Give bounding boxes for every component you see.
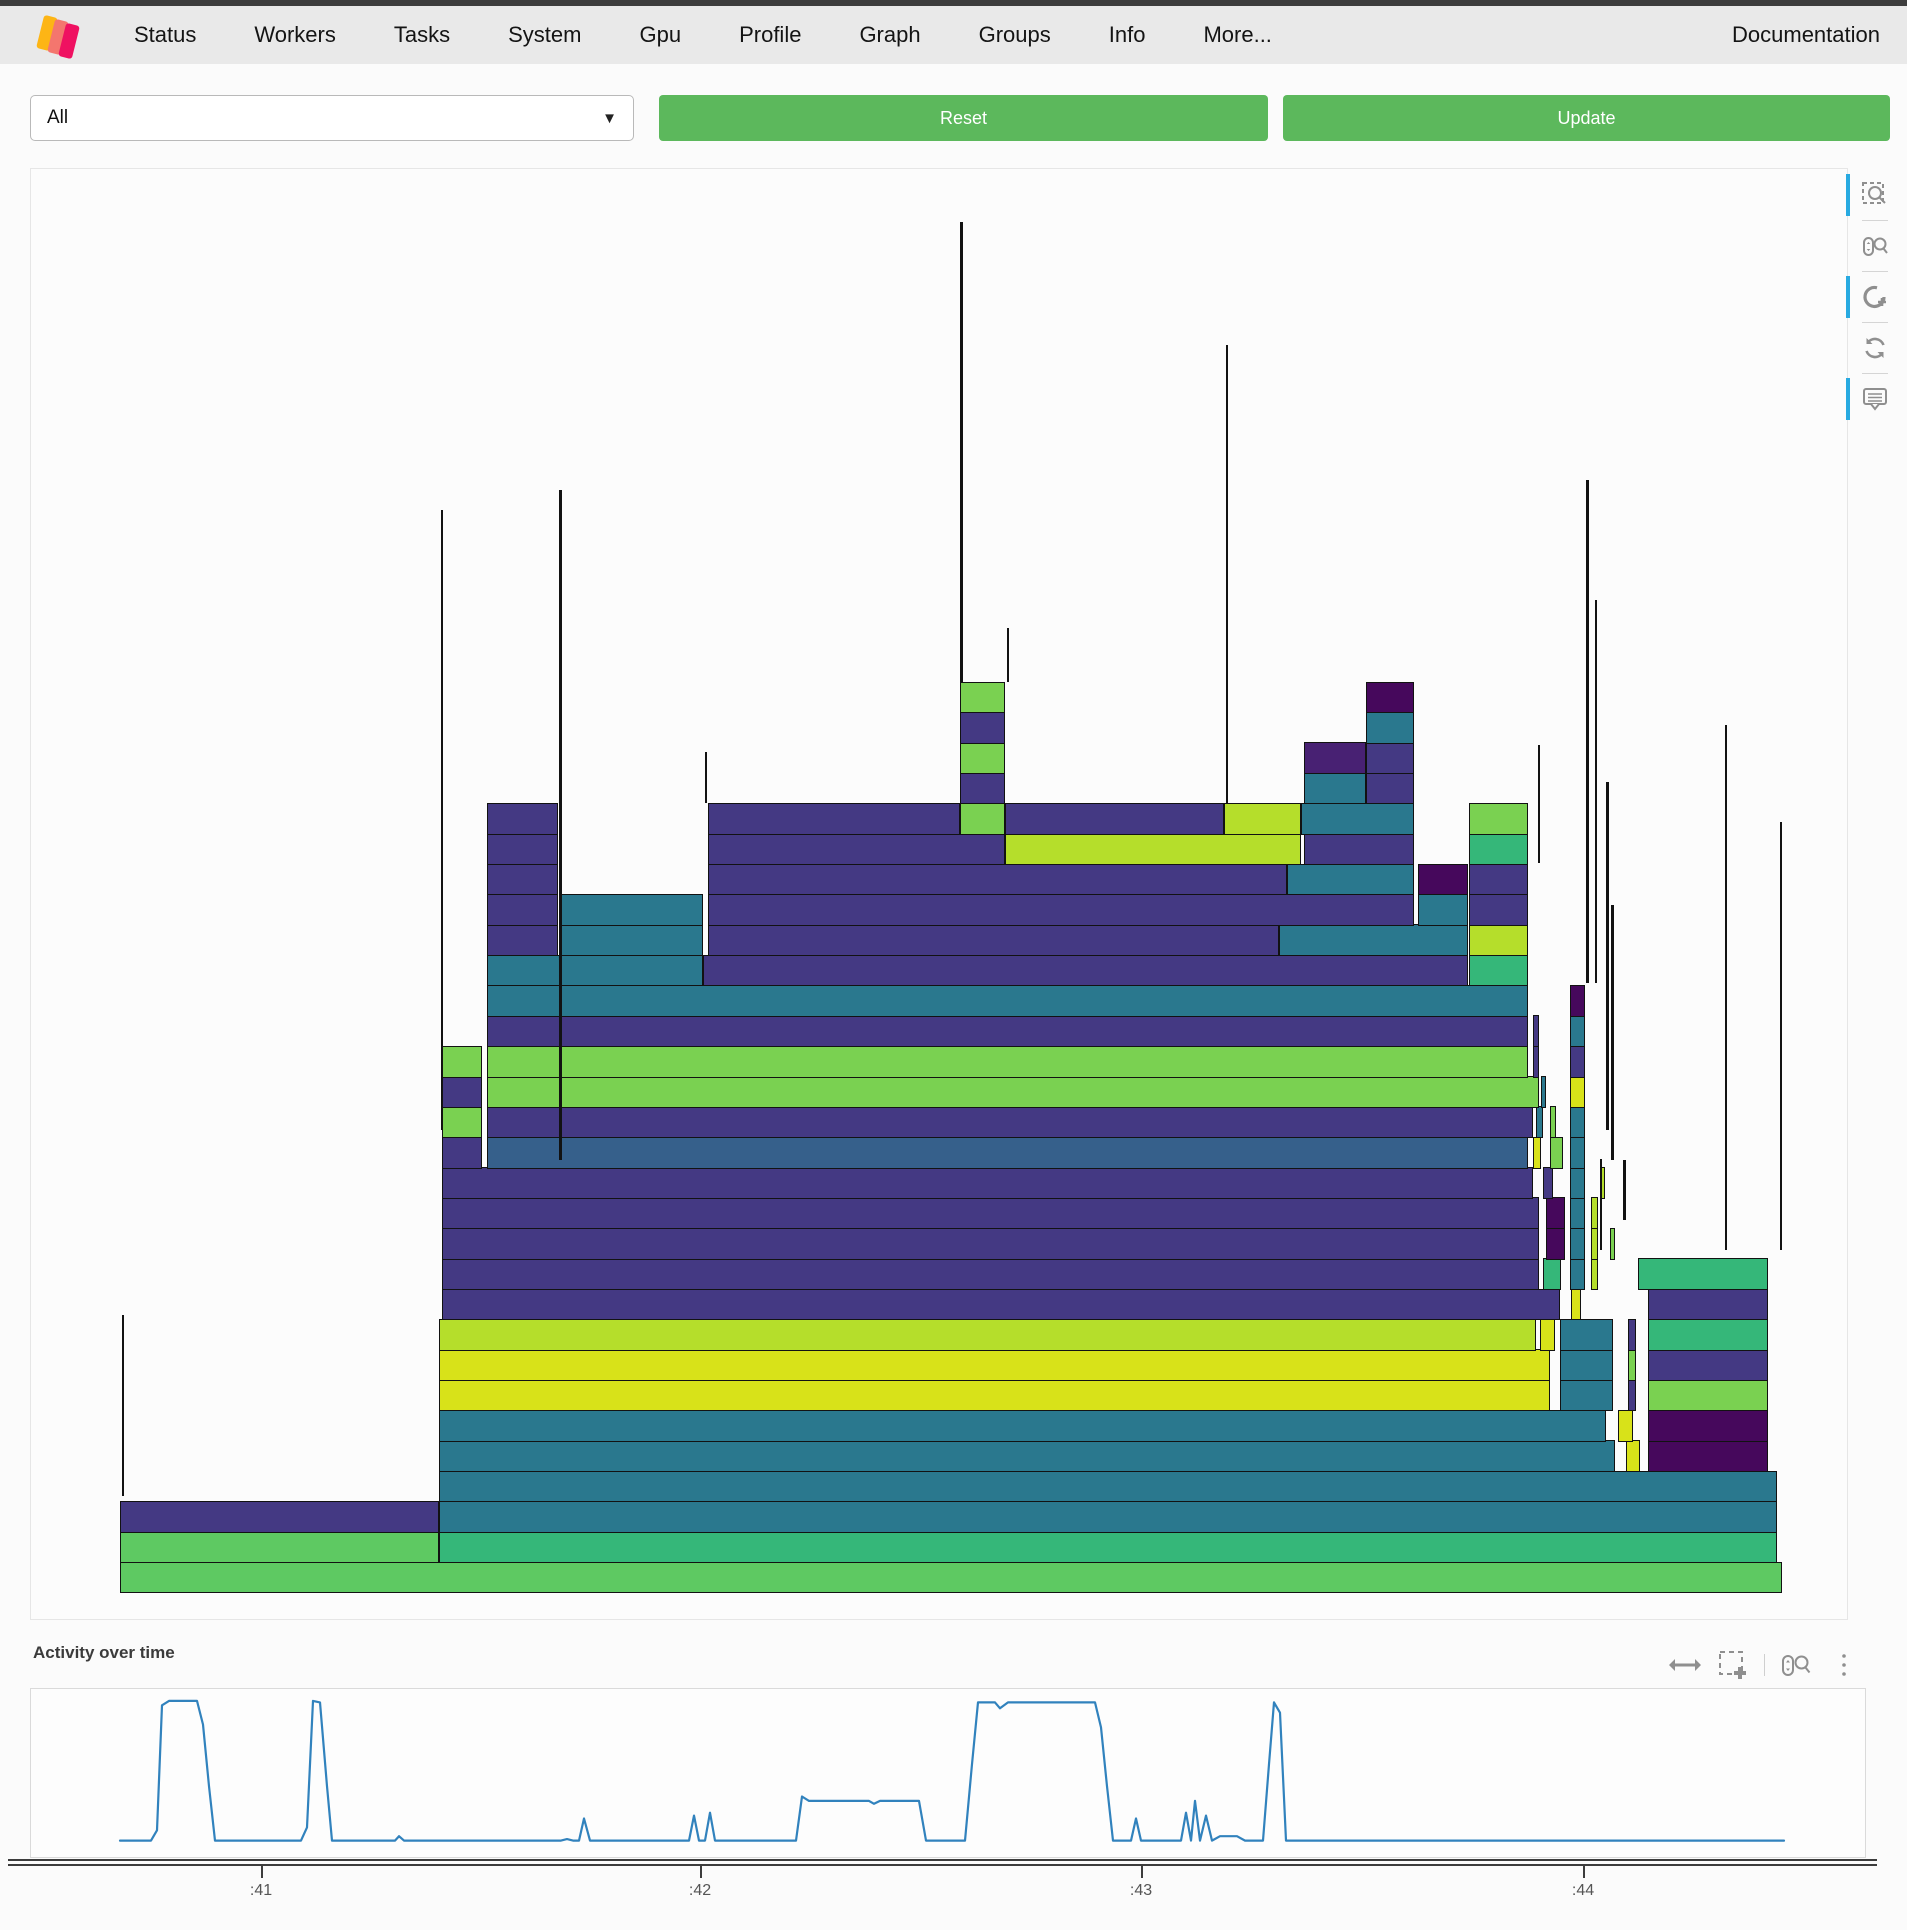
reset-button[interactable]: Reset xyxy=(659,95,1268,141)
x-axis-line xyxy=(8,1859,1877,1861)
x-axis-tick-mark xyxy=(700,1864,702,1878)
x-axis-tick-label: :43 xyxy=(1129,1882,1153,1899)
toolbar-divider xyxy=(1764,1654,1765,1676)
nav-item-documentation[interactable]: Documentation xyxy=(1732,22,1880,47)
hover-icon[interactable] xyxy=(1846,376,1898,422)
x-axis-tick-mark xyxy=(1583,1864,1585,1878)
wheel-zoom-icon[interactable] xyxy=(1779,1648,1813,1682)
wheel-zoom-icon[interactable] xyxy=(1852,223,1898,269)
reset-icon[interactable] xyxy=(1852,325,1898,371)
window-top-strip xyxy=(0,0,1907,6)
box-zoom-in-icon[interactable] xyxy=(1706,1648,1758,1692)
profile-key-select[interactable]: All ▼ xyxy=(30,95,634,141)
profile-key-select-value: All xyxy=(47,107,69,128)
x-axis-line xyxy=(8,1864,1877,1866)
activity-section-title: Activity over time xyxy=(33,1643,175,1662)
nav-item-more[interactable]: More... xyxy=(1203,22,1272,47)
chevron-down-icon: ▼ xyxy=(602,109,617,127)
activity-toolbar xyxy=(1668,1648,1861,1692)
nav-item-workers[interactable]: Workers xyxy=(254,22,336,47)
active-tool-indicator xyxy=(1846,276,1850,318)
active-tool-indicator xyxy=(1846,174,1850,216)
update-button[interactable]: Update xyxy=(1283,95,1890,141)
zoom-in-icon[interactable] xyxy=(1846,274,1898,320)
navbar: Status Workers Tasks System Gpu Profile Graph G… xyxy=(0,6,1907,64)
x-axis-tick-mark xyxy=(261,1864,263,1878)
nav-item-groups[interactable]: Groups xyxy=(978,22,1051,47)
profile-plot-toolbar xyxy=(1846,172,1898,422)
activity-line-chart xyxy=(118,1699,1786,1842)
overflow-menu-icon[interactable] xyxy=(1827,1648,1861,1682)
nav-item-info[interactable]: Info xyxy=(1108,22,1146,47)
x-axis-tick-mark xyxy=(1141,1864,1143,1878)
x-axis-tick-label: :42 xyxy=(688,1882,712,1899)
nav-item-tasks[interactable]: Tasks xyxy=(393,22,451,47)
navbar-items: Status Workers Tasks System Gpu Profile Graph G… xyxy=(134,22,1732,48)
nav-item-gpu[interactable]: Gpu xyxy=(639,22,682,47)
nav-item-graph[interactable]: Graph xyxy=(859,22,921,47)
nav-item-profile[interactable]: Profile xyxy=(739,22,802,47)
nav-item-status[interactable]: Status xyxy=(134,22,197,47)
box-zoom-icon[interactable] xyxy=(1846,172,1898,218)
profile-flame-graph-canvas[interactable] xyxy=(30,168,1848,1620)
active-tool-indicator xyxy=(1846,378,1850,420)
dask-logo-icon[interactable] xyxy=(36,12,84,60)
x-axis-tick-label: :44 xyxy=(1571,1882,1595,1899)
x-axis-tick-label: :41 xyxy=(249,1882,273,1899)
nav-item-system[interactable]: System xyxy=(508,22,582,47)
activity-line-chart-canvas[interactable] xyxy=(30,1688,1866,1858)
pan-x-icon[interactable] xyxy=(1668,1648,1702,1682)
